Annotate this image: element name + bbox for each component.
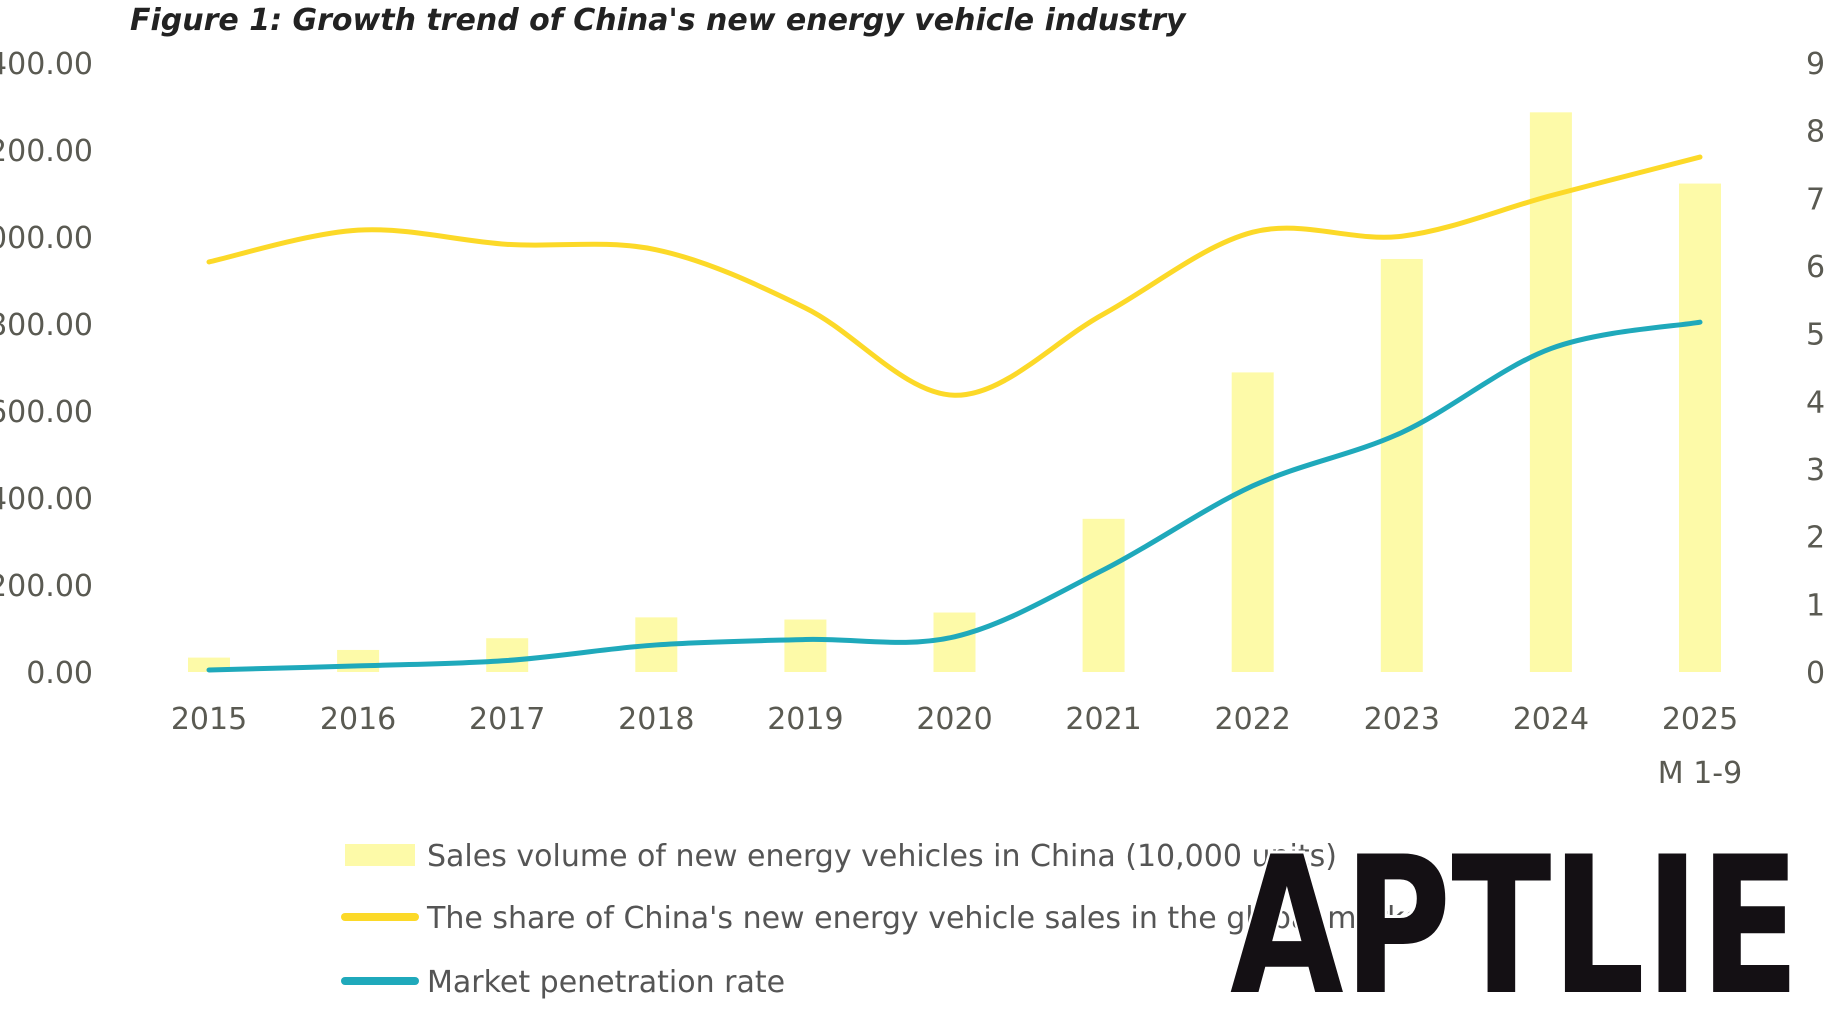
left-axis-ticks: 0.00 200.00 400.00 600.00 800.00 1000.00 1200.… <box>0 47 93 691</box>
x-tick-label: 2023 <box>1364 702 1440 737</box>
left-tick-label: 400.00 <box>0 482 93 517</box>
bar-2022 <box>1231 372 1274 672</box>
share-line <box>206 154 1703 398</box>
legend: Sales volume of new energy vehicles in C… <box>341 839 1434 1000</box>
x-axis-ticks: 2015 2016 2017 2018 2019 2020 2021 2022 2023 2024… <box>171 702 1742 791</box>
right-tick-label: 0% <box>1806 656 1824 691</box>
x-tick-label: 2015 <box>171 702 247 737</box>
bar-2025 <box>1679 183 1721 672</box>
bars <box>188 112 1721 673</box>
right-axis-ticks: 0% 10% 20% 30% 40% 50% 60% 70% 80% 90% <box>1806 47 1824 691</box>
right-tick-label: 70% <box>1806 182 1824 217</box>
right-tick-label: 30% <box>1806 453 1824 488</box>
x-tick-label: 2018 <box>618 702 694 737</box>
legend-swatch-sales <box>345 844 415 866</box>
x-tick-label: 2021 <box>1065 702 1141 737</box>
x-tick-label: M 1-9 <box>1658 756 1742 791</box>
legend-label: Sales volume of new energy vehicles in C… <box>427 839 1337 874</box>
x-tick-label: 2024 <box>1513 702 1589 737</box>
watermark-logo: APTLIE <box>1230 816 1800 1026</box>
penetration-line <box>206 319 1703 673</box>
left-tick-label: 1400.00 <box>0 47 93 82</box>
left-tick-label: 600.00 <box>0 395 93 430</box>
right-tick-label: 40% <box>1806 385 1824 420</box>
x-tick-label: 2019 <box>767 702 843 737</box>
x-tick-label: 2016 <box>320 702 396 737</box>
bar-2024 <box>1529 112 1572 673</box>
bar-2023 <box>1380 258 1423 672</box>
left-tick-label: 800.00 <box>0 308 93 343</box>
bar-2020 <box>933 612 976 672</box>
legend-label: Market penetration rate <box>427 965 785 1000</box>
x-tick-label: 2017 <box>469 702 545 737</box>
right-tick-label: 80% <box>1806 115 1824 150</box>
x-tick-label: 2025 <box>1662 702 1738 737</box>
right-tick-label: 10% <box>1806 588 1824 623</box>
x-tick-label: 2020 <box>916 702 992 737</box>
right-tick-label: 90% <box>1806 47 1824 82</box>
bar-2021 <box>1082 518 1125 672</box>
chart-title: Figure 1: Growth trend of China's new en… <box>130 3 1187 38</box>
right-tick-label: 20% <box>1806 521 1824 556</box>
right-tick-label: 50% <box>1806 318 1824 353</box>
bar-2017 <box>486 638 529 672</box>
right-tick-label: 60% <box>1806 250 1824 285</box>
left-tick-label: 200.00 <box>0 569 93 604</box>
left-tick-label: 0.00 <box>26 656 93 691</box>
legend-label: The share of China's new energy vehicle … <box>426 901 1434 936</box>
x-tick-label: 2022 <box>1215 702 1291 737</box>
lines <box>206 154 1703 673</box>
bar-2019 <box>784 619 827 672</box>
left-tick-label: 1200.00 <box>0 134 93 169</box>
left-tick-label: 1000.00 <box>0 221 93 256</box>
